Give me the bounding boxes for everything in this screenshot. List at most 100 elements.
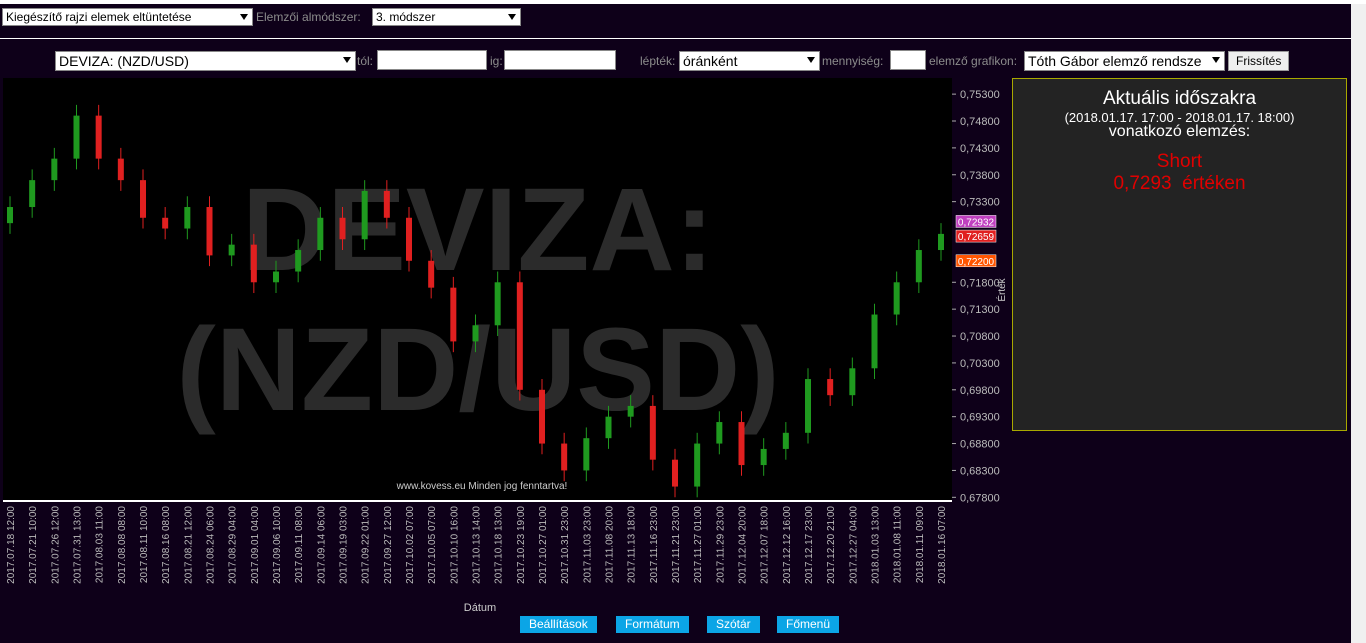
candle-body [805, 379, 811, 433]
y-tick-label: 0,74300 [960, 143, 1000, 155]
x-tick-label: 2018.01.11 09:00 [915, 506, 926, 584]
candle-body [250, 244, 257, 283]
x-tick-label: 2017.08.24 06:00 [206, 506, 217, 584]
overlay-select[interactable]: Kiegészítő rajzi elemek eltüntetése [2, 8, 253, 26]
to-input[interactable] [504, 50, 616, 70]
x-tick-label: 2017.11.13 18:00 [627, 506, 638, 584]
watermark-line: DEVIZA: [242, 164, 714, 296]
analysis-subtitle: vonatkozó elemzés: [1108, 123, 1251, 140]
x-tick-label: 2017.12.07 18:00 [760, 506, 771, 584]
x-tick-label: 2017.10.23 19:00 [516, 506, 527, 584]
select-text: Kiegészítő rajzi elemek eltüntetése [6, 10, 192, 24]
candle-body [206, 207, 213, 256]
candle-body [849, 368, 856, 396]
x-tick-label: 2017.10.31 23:00 [560, 506, 571, 584]
x-tick-label: 2017.09.19 03:00 [339, 506, 350, 584]
quantity-label: mennyiség: [822, 54, 884, 68]
x-tick-label: 2017.08.21 12:00 [183, 506, 194, 584]
y-tick-label: 0,69800 [960, 385, 1000, 397]
candle-body [827, 379, 834, 396]
copyright: www.kovess.eu Minden jog fenntartva! [396, 481, 568, 492]
candle-body [516, 282, 523, 390]
x-tick-label: 2017.09.11 08:00 [294, 506, 305, 584]
y-tick-label: 0,68800 [960, 439, 1000, 451]
x-tick-label: 2017.09.01 04:00 [250, 506, 261, 584]
x-tick-label: 2018.01.16 07:00 [937, 506, 948, 584]
candle-body [184, 207, 191, 229]
candle-body [871, 314, 878, 369]
scrollbar [1351, 4, 1366, 643]
x-tick-label: 2017.08.16 08:00 [161, 506, 172, 584]
candle-body [406, 217, 412, 261]
candle-body [361, 190, 368, 240]
scale-select[interactable]: óránként [679, 51, 820, 71]
plot-area [3, 78, 952, 501]
y-tick-label: 0,67800 [960, 492, 1000, 504]
x-tick-label: 2017.07.18 12:00 [6, 506, 17, 584]
candles [7, 104, 944, 498]
select-text: Tóth Gábor elemző rendsze [1028, 53, 1202, 69]
candle-body [539, 389, 545, 444]
instrument-select[interactable]: DEVIZA: (NZD/USD) [55, 51, 356, 71]
candle-body [383, 190, 390, 218]
y-tick-label: 0,71800 [960, 277, 1000, 289]
x-tick-label: 2017.08.03 11:00 [95, 506, 106, 584]
from-input[interactable] [377, 50, 487, 70]
top-strip [0, 0, 1366, 4]
y-tick-label: 0,73300 [960, 197, 1000, 209]
candle-body [73, 115, 80, 159]
main-menu-button[interactable]: Főmenü [777, 616, 840, 633]
candle-body [140, 180, 146, 218]
candle-body [782, 432, 789, 449]
from-label: tól: [357, 54, 374, 68]
price-marker [955, 254, 997, 268]
candle-body [29, 180, 36, 208]
chart-select[interactable]: Tóth Gábor elemző rendsze [1024, 51, 1225, 71]
y-tick-label: 0,73800 [960, 170, 1000, 182]
candle-body [162, 217, 169, 229]
candle-body [605, 416, 612, 439]
price-marker [955, 229, 997, 243]
y-tick-label: 0,70300 [960, 358, 1000, 370]
refresh-button[interactable]: Frissítés [1228, 51, 1290, 71]
y-tick-label: 0,71300 [960, 304, 1000, 316]
y-tick-label: 0,69300 [960, 412, 1000, 424]
x-tick-label: 2018.01.03 13:00 [871, 506, 882, 584]
candle-body [760, 448, 767, 466]
separator [0, 38, 1352, 39]
candle-body [339, 217, 346, 240]
candle-body [95, 115, 102, 159]
x-tick-label: 2017.08.29 04:00 [228, 506, 239, 584]
x-tick-label: 2017.10.02 07:00 [405, 506, 416, 584]
submethod-label: Elemzői almódszer: [256, 10, 361, 24]
chart: DEVIZA:(NZD/USD) www.kovess.eu Minden jo… [3, 78, 1008, 614]
candle-body [915, 250, 922, 283]
candle-body [117, 158, 124, 181]
candle-body [938, 233, 944, 251]
x-tick-label: 2017.12.27 04:00 [848, 506, 859, 584]
scale-label: lépték: [640, 54, 676, 68]
x-axis-title: Dátum [464, 602, 496, 614]
submethod-select[interactable]: 3. módszer [372, 8, 521, 26]
settings-button[interactable]: Beállítások [520, 616, 597, 633]
candle-body [672, 459, 678, 487]
x-tick-label: 2017.09.06 10:00 [272, 506, 283, 584]
analysis-panel: Aktuális időszakra (2018.01.17. 17:00 - … [1012, 78, 1347, 431]
x-tick-label: 2017.11.03 23:00 [582, 506, 593, 584]
y-axis-title: Érték [995, 277, 1008, 301]
x-tick-label: 2017.09.14 06:00 [316, 506, 327, 584]
select-text: 3. módszer [376, 10, 436, 24]
candle-body [494, 282, 501, 326]
candle-body [649, 405, 656, 460]
x-tick-label: 2018.01.08 11:00 [893, 506, 904, 584]
quantity-input[interactable] [890, 50, 926, 70]
candle-body [317, 217, 324, 251]
analysis-price: 0,7293 értéken [1113, 173, 1246, 194]
candle-body [738, 422, 745, 466]
candle-body [716, 422, 723, 444]
format-button[interactable]: Formátum [616, 616, 689, 633]
select-text: óránként [683, 53, 738, 69]
dictionary-button[interactable]: Szótár [707, 616, 760, 633]
x-tick-label: 2017.11.21 23:00 [671, 506, 682, 584]
candle-body [7, 207, 13, 224]
